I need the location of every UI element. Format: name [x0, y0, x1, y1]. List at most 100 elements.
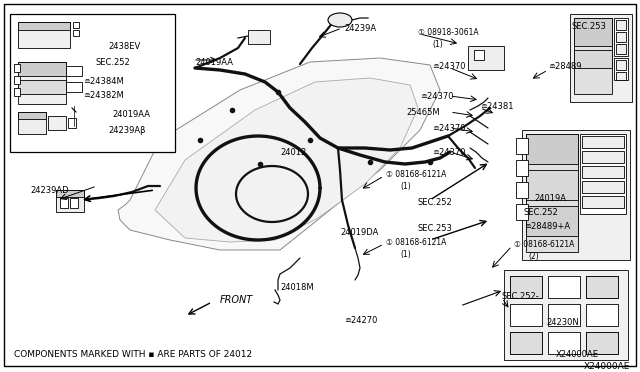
Text: ① 08918-3061A: ① 08918-3061A — [418, 28, 479, 37]
Bar — [574, 18, 612, 46]
Polygon shape — [118, 58, 440, 250]
Text: ≘24370: ≘24370 — [432, 124, 465, 133]
Bar — [516, 138, 528, 154]
Text: (1): (1) — [432, 40, 443, 49]
Text: X24000AE: X24000AE — [556, 350, 599, 359]
Bar — [616, 32, 626, 42]
Bar — [73, 22, 79, 28]
Text: 24239AD: 24239AD — [30, 186, 68, 195]
Bar — [510, 332, 542, 354]
Bar — [56, 190, 84, 197]
Text: ≘24370: ≘24370 — [420, 92, 454, 101]
Bar — [526, 134, 578, 252]
Text: X24000AE: X24000AE — [584, 362, 630, 371]
Text: (1): (1) — [400, 250, 411, 259]
Bar — [60, 198, 68, 208]
Bar — [68, 118, 76, 128]
Bar — [574, 50, 612, 68]
Text: COMPONENTS MARKED WITH ▪ ARE PARTS OF 24012: COMPONENTS MARKED WITH ▪ ARE PARTS OF 24… — [14, 350, 252, 359]
Text: ① 08168-6121A: ① 08168-6121A — [514, 240, 574, 249]
Bar — [586, 276, 618, 298]
Bar — [548, 304, 580, 326]
Bar — [18, 62, 66, 104]
Bar — [56, 190, 84, 212]
Bar — [14, 76, 20, 84]
Text: SEC.253: SEC.253 — [571, 22, 606, 31]
Text: ≘24270: ≘24270 — [344, 316, 378, 325]
Text: 24019AA: 24019AA — [195, 58, 233, 67]
Bar — [18, 112, 46, 119]
Text: 24230N: 24230N — [546, 318, 579, 327]
Bar — [510, 276, 542, 298]
Bar — [510, 276, 542, 298]
Bar — [73, 30, 79, 36]
Bar — [586, 332, 618, 354]
Bar — [248, 30, 270, 44]
Bar — [526, 134, 578, 164]
Bar — [468, 46, 504, 70]
Bar — [570, 14, 632, 102]
Text: ≘24384M: ≘24384M — [83, 77, 124, 86]
Bar — [66, 66, 82, 76]
Bar — [504, 270, 628, 360]
Bar — [66, 82, 82, 92]
Bar — [18, 22, 70, 48]
Bar — [582, 136, 624, 148]
Text: ≘24382M: ≘24382M — [83, 91, 124, 100]
Text: ≘24370: ≘24370 — [432, 62, 465, 71]
Bar — [516, 160, 528, 176]
Text: 24239Aβ: 24239Aβ — [108, 126, 145, 135]
Text: SEC.252-: SEC.252- — [502, 292, 540, 301]
Text: 24239A: 24239A — [344, 24, 376, 33]
Bar — [586, 276, 618, 298]
Text: ≘28489: ≘28489 — [548, 62, 582, 71]
Text: 24018M: 24018M — [280, 283, 314, 292]
Bar — [586, 332, 618, 354]
Bar — [616, 44, 626, 54]
Text: ① 08168-6121A: ① 08168-6121A — [386, 238, 446, 247]
Text: 24019DA: 24019DA — [340, 228, 378, 237]
Bar — [616, 20, 626, 30]
Bar — [548, 276, 580, 298]
Bar — [474, 50, 484, 60]
Bar — [580, 134, 626, 214]
Text: SEC.253: SEC.253 — [418, 224, 453, 233]
Bar — [526, 206, 578, 236]
Bar — [10, 14, 175, 152]
Bar — [548, 332, 580, 354]
Bar — [586, 304, 618, 326]
Bar — [526, 170, 578, 200]
Text: ≘28489+A: ≘28489+A — [524, 222, 570, 231]
Text: ≘24381: ≘24381 — [480, 102, 513, 111]
Bar — [614, 18, 628, 56]
Text: SEC.252: SEC.252 — [524, 208, 559, 217]
Bar — [582, 166, 624, 178]
Bar — [582, 181, 624, 193]
Bar — [14, 88, 20, 96]
Bar — [14, 64, 20, 72]
Text: SEC.252: SEC.252 — [96, 58, 131, 67]
Ellipse shape — [328, 13, 352, 27]
Bar — [18, 22, 70, 30]
Bar — [516, 204, 528, 220]
Bar — [18, 80, 66, 94]
Bar — [616, 60, 626, 70]
Text: ≘24370: ≘24370 — [432, 148, 465, 157]
Bar — [582, 196, 624, 208]
Bar — [516, 182, 528, 198]
Bar — [18, 112, 46, 134]
Text: SEC.252: SEC.252 — [418, 198, 452, 207]
Bar — [510, 332, 542, 354]
Text: 2438EV: 2438EV — [108, 42, 140, 51]
Bar — [18, 62, 66, 76]
Bar — [48, 116, 66, 130]
Bar — [582, 151, 624, 163]
Bar — [70, 198, 78, 208]
Bar — [574, 18, 612, 94]
Polygon shape — [155, 78, 418, 242]
Bar — [614, 58, 628, 80]
Text: 24019A: 24019A — [534, 194, 566, 203]
Bar — [522, 130, 630, 260]
Text: (1): (1) — [400, 182, 411, 191]
Text: 24019AA: 24019AA — [112, 110, 150, 119]
